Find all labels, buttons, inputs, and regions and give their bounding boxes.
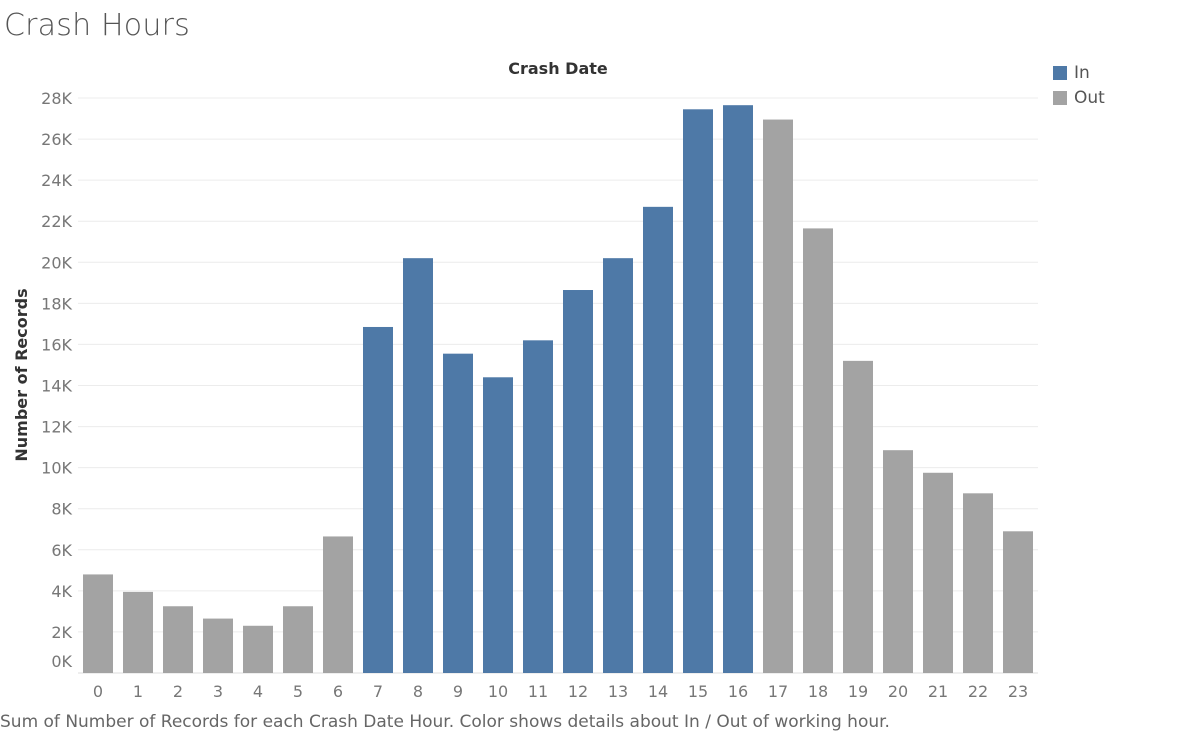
y-tick-label: 4K xyxy=(51,582,72,601)
legend-label-out: Out xyxy=(1074,87,1105,108)
y-tick-label: 6K xyxy=(51,541,72,560)
x-tick-label: 9 xyxy=(453,682,463,701)
x-tick-label: 10 xyxy=(488,682,508,701)
y-tick-label: 20K xyxy=(41,253,72,272)
x-tick-label: 16 xyxy=(728,682,748,701)
x-tick-label: 17 xyxy=(768,682,788,701)
y-tick-label: 8K xyxy=(51,500,72,519)
x-tick-label: 15 xyxy=(688,682,708,701)
bar-hour-0[interactable] xyxy=(83,574,113,673)
y-tick-label: 0K xyxy=(51,652,72,671)
bar-hour-17[interactable] xyxy=(763,119,793,673)
bar-hour-22[interactable] xyxy=(963,493,993,673)
bar-hour-13[interactable] xyxy=(603,258,633,673)
x-tick-label: 5 xyxy=(293,682,303,701)
x-tick-label: 6 xyxy=(333,682,343,701)
page-title: Crash Hours xyxy=(4,8,190,43)
x-tick-label: 18 xyxy=(808,682,828,701)
y-tick-label: 2K xyxy=(51,623,72,642)
y-axis-title: Number of Records xyxy=(12,288,31,461)
x-tick-label: 12 xyxy=(568,682,588,701)
bar-hour-9[interactable] xyxy=(443,353,473,673)
legend-swatch-in xyxy=(1053,65,1067,80)
legend-item-in[interactable]: In xyxy=(1053,60,1105,85)
bar-hour-10[interactable] xyxy=(483,377,513,673)
bar-hour-1[interactable] xyxy=(123,591,153,673)
x-tick-label: 0 xyxy=(93,682,103,701)
bar-hour-19[interactable] xyxy=(843,360,873,673)
legend-item-out[interactable]: Out xyxy=(1053,85,1105,110)
bar-hour-3[interactable] xyxy=(203,618,233,673)
x-tick-label: 14 xyxy=(648,682,668,701)
bar-hour-6[interactable] xyxy=(323,536,353,673)
y-tick-label: 10K xyxy=(41,459,72,478)
y-tick-label: 14K xyxy=(41,377,72,396)
bar-hour-8[interactable] xyxy=(403,258,433,673)
y-tick-label: 28K xyxy=(41,89,72,108)
x-tick-label: 21 xyxy=(928,682,948,701)
bar-hour-18[interactable] xyxy=(803,228,833,673)
bar-hour-2[interactable] xyxy=(163,606,193,673)
bar-hour-15[interactable] xyxy=(683,109,713,674)
x-tick-label: 19 xyxy=(848,682,868,701)
x-tick-label: 3 xyxy=(213,682,223,701)
x-tick-label: 4 xyxy=(253,682,263,701)
x-tick-label: 20 xyxy=(888,682,908,701)
y-tick-label: 12K xyxy=(41,418,72,437)
bar-hour-14[interactable] xyxy=(643,206,673,673)
x-tick-label: 13 xyxy=(608,682,628,701)
y-tick-label: 22K xyxy=(41,212,72,231)
bar-hour-12[interactable] xyxy=(563,290,593,673)
bar-hour-4[interactable] xyxy=(243,625,273,673)
x-tick-label: 1 xyxy=(133,682,143,701)
x-tick-label: 22 xyxy=(968,682,988,701)
y-tick-label: 26K xyxy=(41,130,72,149)
bar-hour-11[interactable] xyxy=(523,340,553,673)
legend-label-in: In xyxy=(1074,62,1090,83)
bar-hour-5[interactable] xyxy=(283,606,313,673)
y-tick-label: 16K xyxy=(41,335,72,354)
x-tick-label: 11 xyxy=(528,682,548,701)
legend: In Out xyxy=(1053,60,1105,110)
x-tick-label: 7 xyxy=(373,682,383,701)
bar-hour-16[interactable] xyxy=(723,105,753,673)
bar-hour-23[interactable] xyxy=(1003,531,1033,673)
bar-hour-7[interactable] xyxy=(363,326,393,673)
y-tick-label: 18K xyxy=(41,294,72,313)
bar-hour-21[interactable] xyxy=(923,472,953,673)
x-tick-label: 8 xyxy=(413,682,423,701)
chart-axis-header: Crash Date xyxy=(508,59,608,78)
y-tick-label: 24K xyxy=(41,171,72,190)
x-tick-label: 23 xyxy=(1008,682,1028,701)
x-tick-label: 2 xyxy=(173,682,183,701)
bar-hour-20[interactable] xyxy=(883,450,913,673)
legend-swatch-out xyxy=(1053,90,1067,105)
chart-caption: Sum of Number of Records for each Crash … xyxy=(0,712,890,732)
